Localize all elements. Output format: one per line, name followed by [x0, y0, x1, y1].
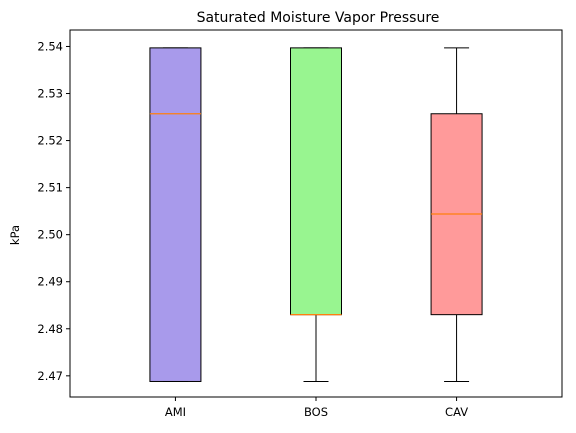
y-tick-label: 2.54	[37, 39, 63, 53]
chart-title: Saturated Moisture Vapor Pressure	[197, 10, 440, 26]
plot-area: 2.47 2.48 2.49 2.50 2.51 2.52 2.53 2.54 AMI BOS CA…	[37, 29, 563, 419]
y-tick-label: 2.49	[37, 275, 63, 289]
y-tick-label: 2.48	[37, 322, 63, 336]
y-tick-label: 2.50	[37, 228, 63, 242]
x-tick-label: BOS	[304, 405, 328, 419]
y-tick-label: 2.52	[37, 134, 63, 148]
x-tick-label: AMI	[165, 405, 186, 419]
box-ami	[149, 47, 202, 382]
y-tick-label: 2.47	[37, 369, 63, 383]
y-tick-label: 2.51	[37, 181, 63, 195]
y-axis-label: kPa	[8, 225, 22, 245]
x-tick-label: CAV	[445, 405, 468, 419]
y-tick-label: 2.53	[37, 87, 63, 101]
box-bos	[290, 47, 342, 316]
